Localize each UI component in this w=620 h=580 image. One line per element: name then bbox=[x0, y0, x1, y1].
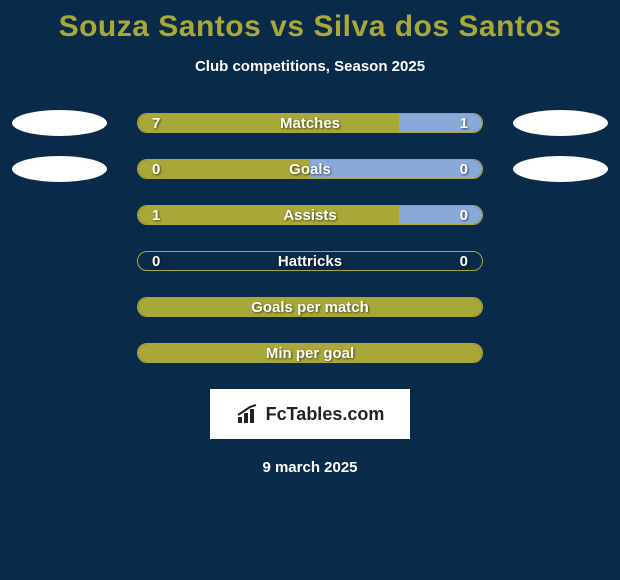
stat-bar: Goals per match bbox=[137, 297, 483, 317]
stat-row: Min per goal bbox=[0, 343, 620, 363]
stat-label: Hattricks bbox=[138, 253, 482, 270]
stat-label: Goals per match bbox=[138, 299, 482, 316]
stat-row: 10Assists bbox=[0, 205, 620, 225]
stat-bar: 10Assists bbox=[137, 205, 483, 225]
page-title: Souza Santos vs Silva dos Santos bbox=[0, 0, 620, 44]
logo: FcTables.com bbox=[236, 403, 385, 425]
stat-label: Min per goal bbox=[138, 345, 482, 362]
stat-row: 71Matches bbox=[0, 113, 620, 133]
stat-bar: 00Goals bbox=[137, 159, 483, 179]
stat-label: Goals bbox=[138, 161, 482, 178]
player-right-badge bbox=[513, 110, 608, 136]
player-left-badge bbox=[12, 110, 107, 136]
stat-bar: Min per goal bbox=[137, 343, 483, 363]
stat-label: Assists bbox=[138, 207, 482, 224]
player-right-badge bbox=[513, 156, 608, 182]
date-label: 9 march 2025 bbox=[0, 459, 620, 476]
logo-text: FcTables.com bbox=[266, 404, 385, 425]
logo-box: FcTables.com bbox=[210, 389, 410, 439]
stat-row: 00Goals bbox=[0, 159, 620, 179]
bars-area: 71Matches 00Goals 10Assists 00Hattricks Goal… bbox=[0, 113, 620, 363]
stat-row: Goals per match bbox=[0, 297, 620, 317]
stat-bar: 71Matches bbox=[137, 113, 483, 133]
subtitle: Club competitions, Season 2025 bbox=[0, 58, 620, 75]
stat-row: 00Hattricks bbox=[0, 251, 620, 271]
stat-label: Matches bbox=[138, 115, 482, 132]
stat-bar: 00Hattricks bbox=[137, 251, 483, 271]
player-left-badge bbox=[12, 156, 107, 182]
chart-icon bbox=[236, 403, 262, 425]
comparison-infographic: Souza Santos vs Silva dos Santos Club co… bbox=[0, 0, 620, 580]
